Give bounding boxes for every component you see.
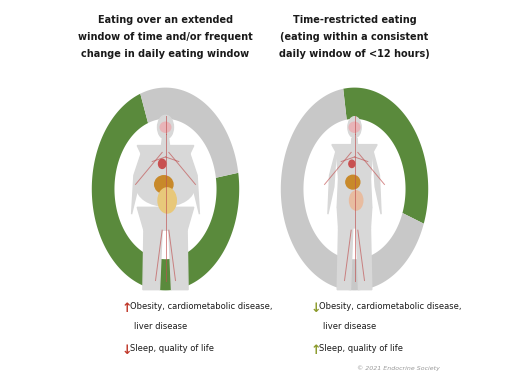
- Polygon shape: [92, 94, 239, 290]
- Polygon shape: [137, 207, 194, 230]
- Ellipse shape: [349, 191, 363, 210]
- Polygon shape: [337, 207, 372, 228]
- Polygon shape: [373, 150, 381, 214]
- Ellipse shape: [349, 160, 355, 167]
- Text: Eating over an extended: Eating over an extended: [98, 15, 233, 25]
- Polygon shape: [352, 139, 357, 145]
- Polygon shape: [343, 88, 428, 224]
- Polygon shape: [328, 150, 336, 214]
- Ellipse shape: [159, 159, 166, 169]
- Text: change in daily eating window: change in daily eating window: [82, 49, 250, 59]
- Polygon shape: [189, 152, 200, 214]
- Ellipse shape: [348, 117, 361, 138]
- Text: Obesity, cardiometabolic disease,: Obesity, cardiometabolic disease,: [131, 302, 273, 311]
- Polygon shape: [356, 228, 372, 290]
- Text: Time-restricted eating: Time-restricted eating: [293, 15, 417, 25]
- Text: ↓: ↓: [311, 302, 321, 315]
- Text: (eating within a consistent: (eating within a consistent: [280, 32, 428, 42]
- Polygon shape: [140, 88, 238, 178]
- Ellipse shape: [158, 115, 174, 139]
- Polygon shape: [132, 152, 141, 214]
- Ellipse shape: [346, 175, 360, 189]
- Text: Obesity, cardiometabolic disease,: Obesity, cardiometabolic disease,: [319, 302, 462, 311]
- Ellipse shape: [158, 188, 176, 213]
- Ellipse shape: [349, 122, 360, 132]
- Polygon shape: [332, 145, 377, 152]
- Ellipse shape: [136, 167, 194, 206]
- Polygon shape: [138, 155, 193, 178]
- Text: ↓: ↓: [122, 344, 133, 357]
- Polygon shape: [337, 228, 353, 290]
- Text: © 2021 Endocrine Society: © 2021 Endocrine Society: [357, 366, 439, 371]
- Polygon shape: [162, 139, 170, 146]
- Polygon shape: [143, 230, 162, 290]
- Text: ↑: ↑: [311, 344, 321, 357]
- Polygon shape: [137, 146, 194, 155]
- Text: Sleep, quality of life: Sleep, quality of life: [319, 344, 404, 353]
- Polygon shape: [281, 89, 424, 290]
- Text: liver disease: liver disease: [134, 322, 187, 331]
- Polygon shape: [336, 152, 373, 178]
- Ellipse shape: [154, 176, 173, 193]
- Polygon shape: [169, 230, 188, 290]
- Text: liver disease: liver disease: [323, 322, 376, 331]
- Text: ↑: ↑: [122, 302, 133, 315]
- Ellipse shape: [160, 122, 171, 132]
- Polygon shape: [337, 178, 372, 207]
- Text: Sleep, quality of life: Sleep, quality of life: [131, 344, 214, 353]
- Text: window of time and/or frequent: window of time and/or frequent: [78, 32, 253, 42]
- Text: daily window of <12 hours): daily window of <12 hours): [279, 49, 430, 59]
